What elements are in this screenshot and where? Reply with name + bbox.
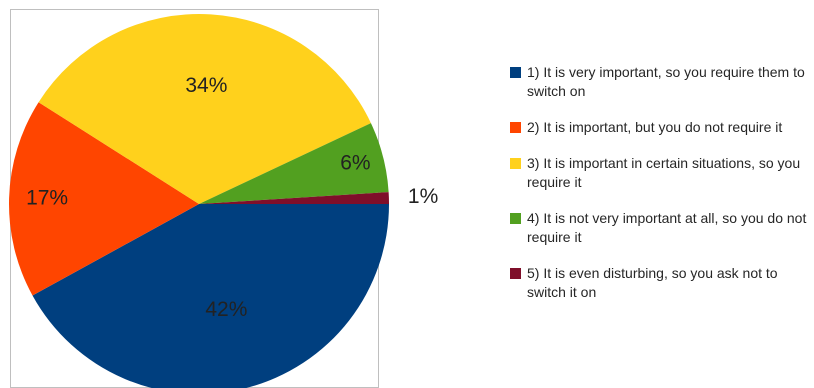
legend-label-3: 3) It is important in certain situations…	[527, 155, 801, 190]
legend-label-1: 1) It is very important, so you require …	[527, 64, 805, 99]
pie-slice-4	[199, 123, 389, 204]
pie-slice-3	[38, 13, 371, 205]
slice-value-label-5: 1%	[408, 185, 438, 208]
legend-swatch-1	[510, 67, 521, 78]
legend-swatch-4	[510, 213, 521, 224]
pie-slice-2	[9, 102, 199, 296]
legend-item-1: 1) It is very important, so you require …	[510, 63, 810, 101]
legend-swatch-5	[510, 268, 521, 279]
legend-label-4: 4) It is not very important at all, so y…	[527, 210, 807, 245]
pie-slice-1	[32, 204, 389, 388]
legend-item-3: 3) It is important in certain situations…	[510, 154, 810, 192]
slice-value-label-3: 34%	[185, 74, 227, 97]
legend-item-5: 5) It is even disturbing, so you ask not…	[510, 264, 810, 302]
pie-slice-5	[199, 192, 389, 204]
slice-value-label-1: 42%	[205, 298, 247, 321]
pie-value-labels: 42% 17% 34% 6% 1%	[26, 74, 438, 321]
legend-swatch-2	[510, 122, 521, 133]
legend-label-2: 2) It is important, but you do not requi…	[527, 119, 783, 135]
slice-value-label-2: 17%	[26, 187, 68, 210]
legend-label-5: 5) It is even disturbing, so you ask not…	[527, 265, 778, 300]
legend-item-4: 4) It is not very important at all, so y…	[510, 209, 810, 247]
slice-value-label-4: 6%	[340, 151, 370, 174]
legend: 1) It is very important, so you require …	[510, 63, 810, 319]
pie-slices	[9, 13, 389, 388]
legend-swatch-3	[510, 158, 521, 169]
legend-item-2: 2) It is important, but you do not requi…	[510, 118, 810, 137]
